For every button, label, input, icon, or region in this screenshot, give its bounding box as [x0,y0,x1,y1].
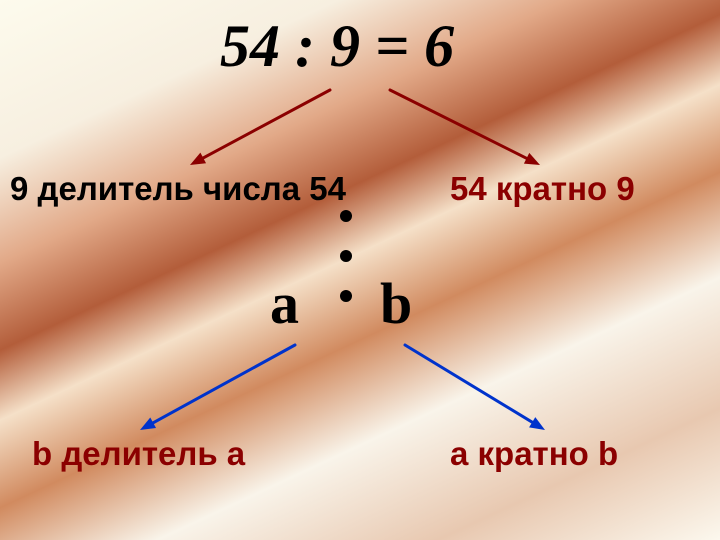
diagram-stage: 54 : 9 = 69 делитель числа 5454 кратно 9… [0,0,720,540]
arrow-bot_right [0,0,720,540]
